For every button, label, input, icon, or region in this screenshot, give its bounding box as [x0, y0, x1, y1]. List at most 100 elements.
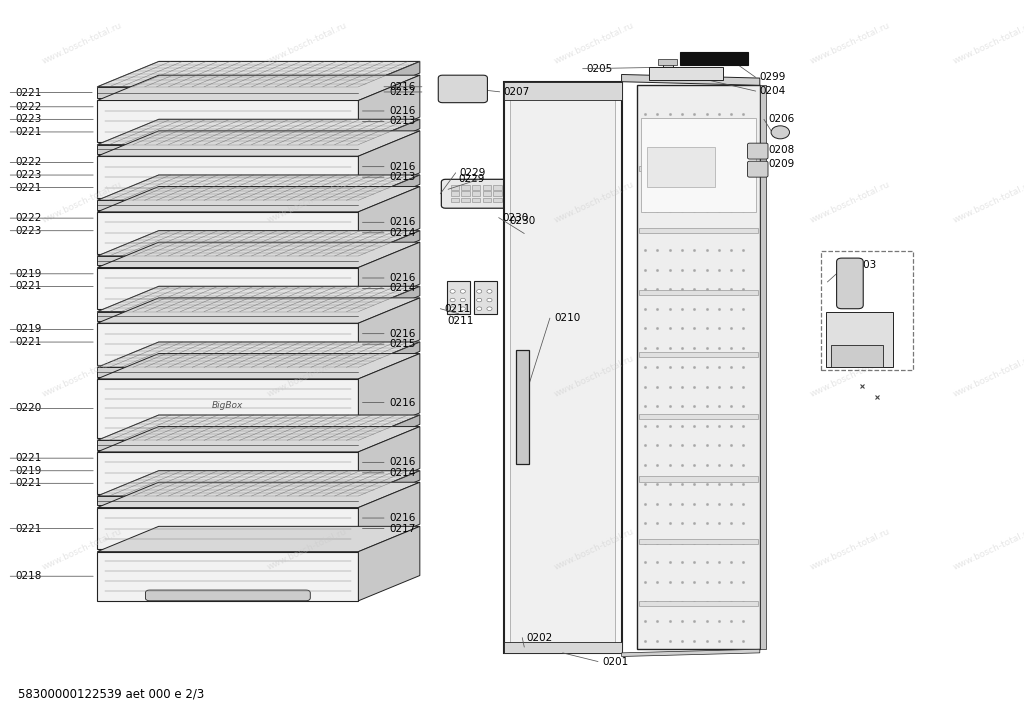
Circle shape	[487, 298, 493, 302]
Text: www.bosch-total.ru: www.bosch-total.ru	[809, 527, 891, 572]
Bar	[461, 197, 470, 202]
Text: 0216: 0216	[389, 513, 416, 523]
Polygon shape	[97, 286, 420, 312]
Bar	[504, 82, 622, 100]
Text: 0216: 0216	[389, 398, 416, 408]
Text: 0222: 0222	[15, 213, 42, 223]
Bar	[494, 197, 502, 202]
Text: 0216: 0216	[389, 218, 416, 227]
Bar	[482, 197, 492, 202]
Text: 0205: 0205	[587, 64, 613, 74]
Bar	[482, 192, 492, 196]
Polygon shape	[97, 187, 420, 212]
Polygon shape	[358, 187, 420, 254]
Polygon shape	[358, 131, 420, 198]
Text: www.bosch-total.ru: www.bosch-total.ru	[553, 21, 635, 66]
Text: 58300000122539 aet 000 e 2/3: 58300000122539 aet 000 e 2/3	[18, 688, 205, 701]
Polygon shape	[97, 131, 420, 156]
Polygon shape	[97, 298, 420, 323]
Polygon shape	[97, 379, 358, 438]
Text: 0222: 0222	[15, 102, 42, 112]
Polygon shape	[97, 440, 358, 450]
Bar	[663, 60, 673, 78]
Polygon shape	[358, 119, 420, 154]
Bar	[451, 185, 459, 190]
Text: 0223: 0223	[15, 170, 42, 180]
Polygon shape	[358, 61, 420, 98]
Bar	[639, 539, 758, 544]
Polygon shape	[358, 526, 420, 601]
Bar	[637, 85, 760, 649]
FancyBboxPatch shape	[145, 244, 310, 254]
FancyBboxPatch shape	[837, 258, 863, 309]
Circle shape	[451, 298, 455, 302]
Polygon shape	[97, 552, 358, 601]
Text: 0221: 0221	[15, 337, 42, 347]
FancyBboxPatch shape	[438, 75, 487, 103]
Bar	[461, 185, 470, 190]
Text: 0210: 0210	[554, 313, 581, 323]
Bar	[649, 67, 723, 80]
Text: 0211: 0211	[444, 304, 471, 314]
Text: 0216: 0216	[389, 458, 416, 467]
Text: www.bosch-total.ru: www.bosch-total.ru	[809, 21, 891, 66]
FancyBboxPatch shape	[145, 133, 310, 143]
FancyBboxPatch shape	[145, 590, 310, 601]
Text: www.bosch-total.ru: www.bosch-total.ru	[553, 180, 635, 225]
Text: 0230: 0230	[503, 213, 529, 223]
Polygon shape	[97, 354, 420, 379]
Text: www.bosch-total.ru: www.bosch-total.ru	[266, 354, 348, 398]
Text: BigBox: BigBox	[212, 401, 244, 410]
Text: 0230: 0230	[509, 215, 536, 226]
Bar	[451, 192, 459, 196]
Polygon shape	[358, 482, 420, 549]
Text: 0214: 0214	[389, 468, 416, 478]
Polygon shape	[97, 242, 420, 268]
Text: 0221: 0221	[15, 479, 42, 488]
Circle shape	[461, 289, 465, 294]
Circle shape	[451, 289, 455, 294]
Polygon shape	[358, 415, 420, 450]
Circle shape	[477, 289, 482, 294]
Text: www.bosch-total.ru: www.bosch-total.ru	[266, 180, 348, 225]
Circle shape	[487, 307, 493, 311]
Circle shape	[461, 298, 465, 302]
Polygon shape	[97, 471, 420, 496]
Text: 0221: 0221	[15, 281, 42, 291]
Text: www.bosch-total.ru: www.bosch-total.ru	[809, 354, 891, 398]
Polygon shape	[358, 175, 420, 210]
Bar	[494, 192, 502, 196]
Bar	[760, 85, 766, 649]
Bar	[680, 52, 748, 65]
Polygon shape	[97, 415, 420, 440]
Polygon shape	[97, 61, 420, 87]
Polygon shape	[97, 526, 420, 552]
Text: 0212: 0212	[389, 87, 416, 97]
Text: 0223: 0223	[15, 226, 42, 236]
FancyBboxPatch shape	[145, 189, 310, 199]
Bar	[474, 281, 497, 314]
Text: 0208: 0208	[768, 145, 795, 155]
Polygon shape	[358, 231, 420, 265]
Bar	[639, 228, 758, 233]
Circle shape	[477, 298, 482, 302]
Polygon shape	[97, 342, 420, 367]
Polygon shape	[358, 354, 420, 438]
Text: 0229: 0229	[459, 174, 485, 184]
Text: 0216: 0216	[389, 329, 416, 338]
Polygon shape	[97, 323, 358, 365]
Text: 0216: 0216	[389, 106, 416, 116]
Polygon shape	[97, 145, 358, 154]
Text: 0221: 0221	[15, 87, 42, 98]
Text: 0206: 0206	[768, 114, 795, 124]
Text: www.bosch-total.ru: www.bosch-total.ru	[952, 527, 1024, 572]
Polygon shape	[97, 427, 420, 452]
Bar	[826, 312, 893, 367]
Bar	[658, 59, 677, 65]
Bar	[639, 352, 758, 357]
Text: 0219: 0219	[15, 325, 42, 335]
Bar	[639, 476, 758, 482]
Bar	[472, 185, 480, 190]
Polygon shape	[622, 649, 760, 656]
Text: www.bosch-total.ru: www.bosch-total.ru	[266, 527, 348, 572]
